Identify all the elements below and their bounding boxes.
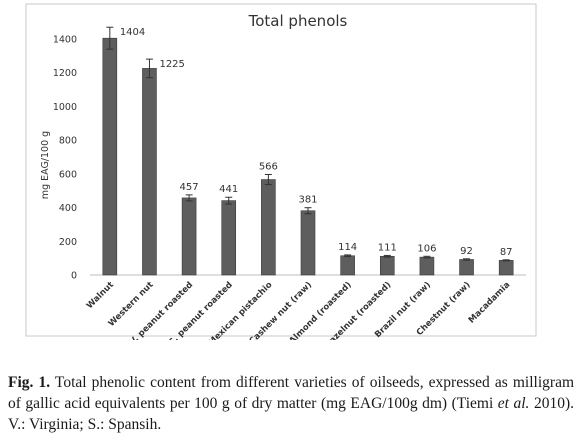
y-tick-label: 1000 — [53, 102, 77, 113]
y-axis-label: mg EAG/100 g — [40, 131, 51, 199]
caption-text-1: Total phenolic content from different va… — [8, 374, 574, 412]
data-label: 92 — [460, 246, 473, 257]
data-label: 1225 — [159, 59, 184, 70]
y-tick-label: 600 — [59, 169, 77, 180]
bar — [300, 210, 316, 276]
bar — [261, 179, 276, 276]
data-label: 457 — [180, 182, 199, 193]
bar — [498, 260, 514, 276]
data-label: 381 — [298, 195, 317, 206]
figure-caption: Fig. 1. Total phenolic content from diff… — [8, 372, 574, 435]
bar — [340, 255, 355, 276]
caption-italic: et al. — [497, 395, 530, 412]
bar — [379, 255, 395, 276]
caption-label: Fig. 1. — [8, 374, 51, 391]
y-tick-label: 1200 — [53, 68, 77, 79]
bar — [102, 37, 118, 276]
bar — [221, 200, 237, 276]
y-tick-label: 0 — [71, 271, 77, 282]
data-label: 1404 — [120, 27, 145, 38]
bar — [181, 197, 197, 276]
data-label: 566 — [259, 161, 278, 172]
data-label: 106 — [417, 243, 436, 254]
caption-text-2: 2010). V.: Virginia; S.: Spansih. — [8, 395, 574, 433]
data-label: 87 — [500, 247, 513, 258]
data-label: 111 — [378, 242, 397, 253]
y-tick-label: 400 — [59, 203, 77, 214]
y-tick-label: 1400 — [53, 34, 77, 45]
y-tick-label: 800 — [59, 136, 77, 147]
data-label: 114 — [338, 242, 357, 253]
bar-chart: Total phenols mg EAG/100 g 0 200 400 600 800… — [25, 3, 537, 340]
y-tick-label: 200 — [59, 237, 77, 248]
data-label: 441 — [219, 184, 238, 195]
chart-figure: Total phenols mg EAG/100 g 0 200 400 600 800… — [25, 3, 537, 340]
chart-title: Total phenols — [248, 12, 348, 30]
bar — [142, 68, 157, 276]
bar — [459, 259, 474, 276]
bar — [419, 256, 435, 276]
